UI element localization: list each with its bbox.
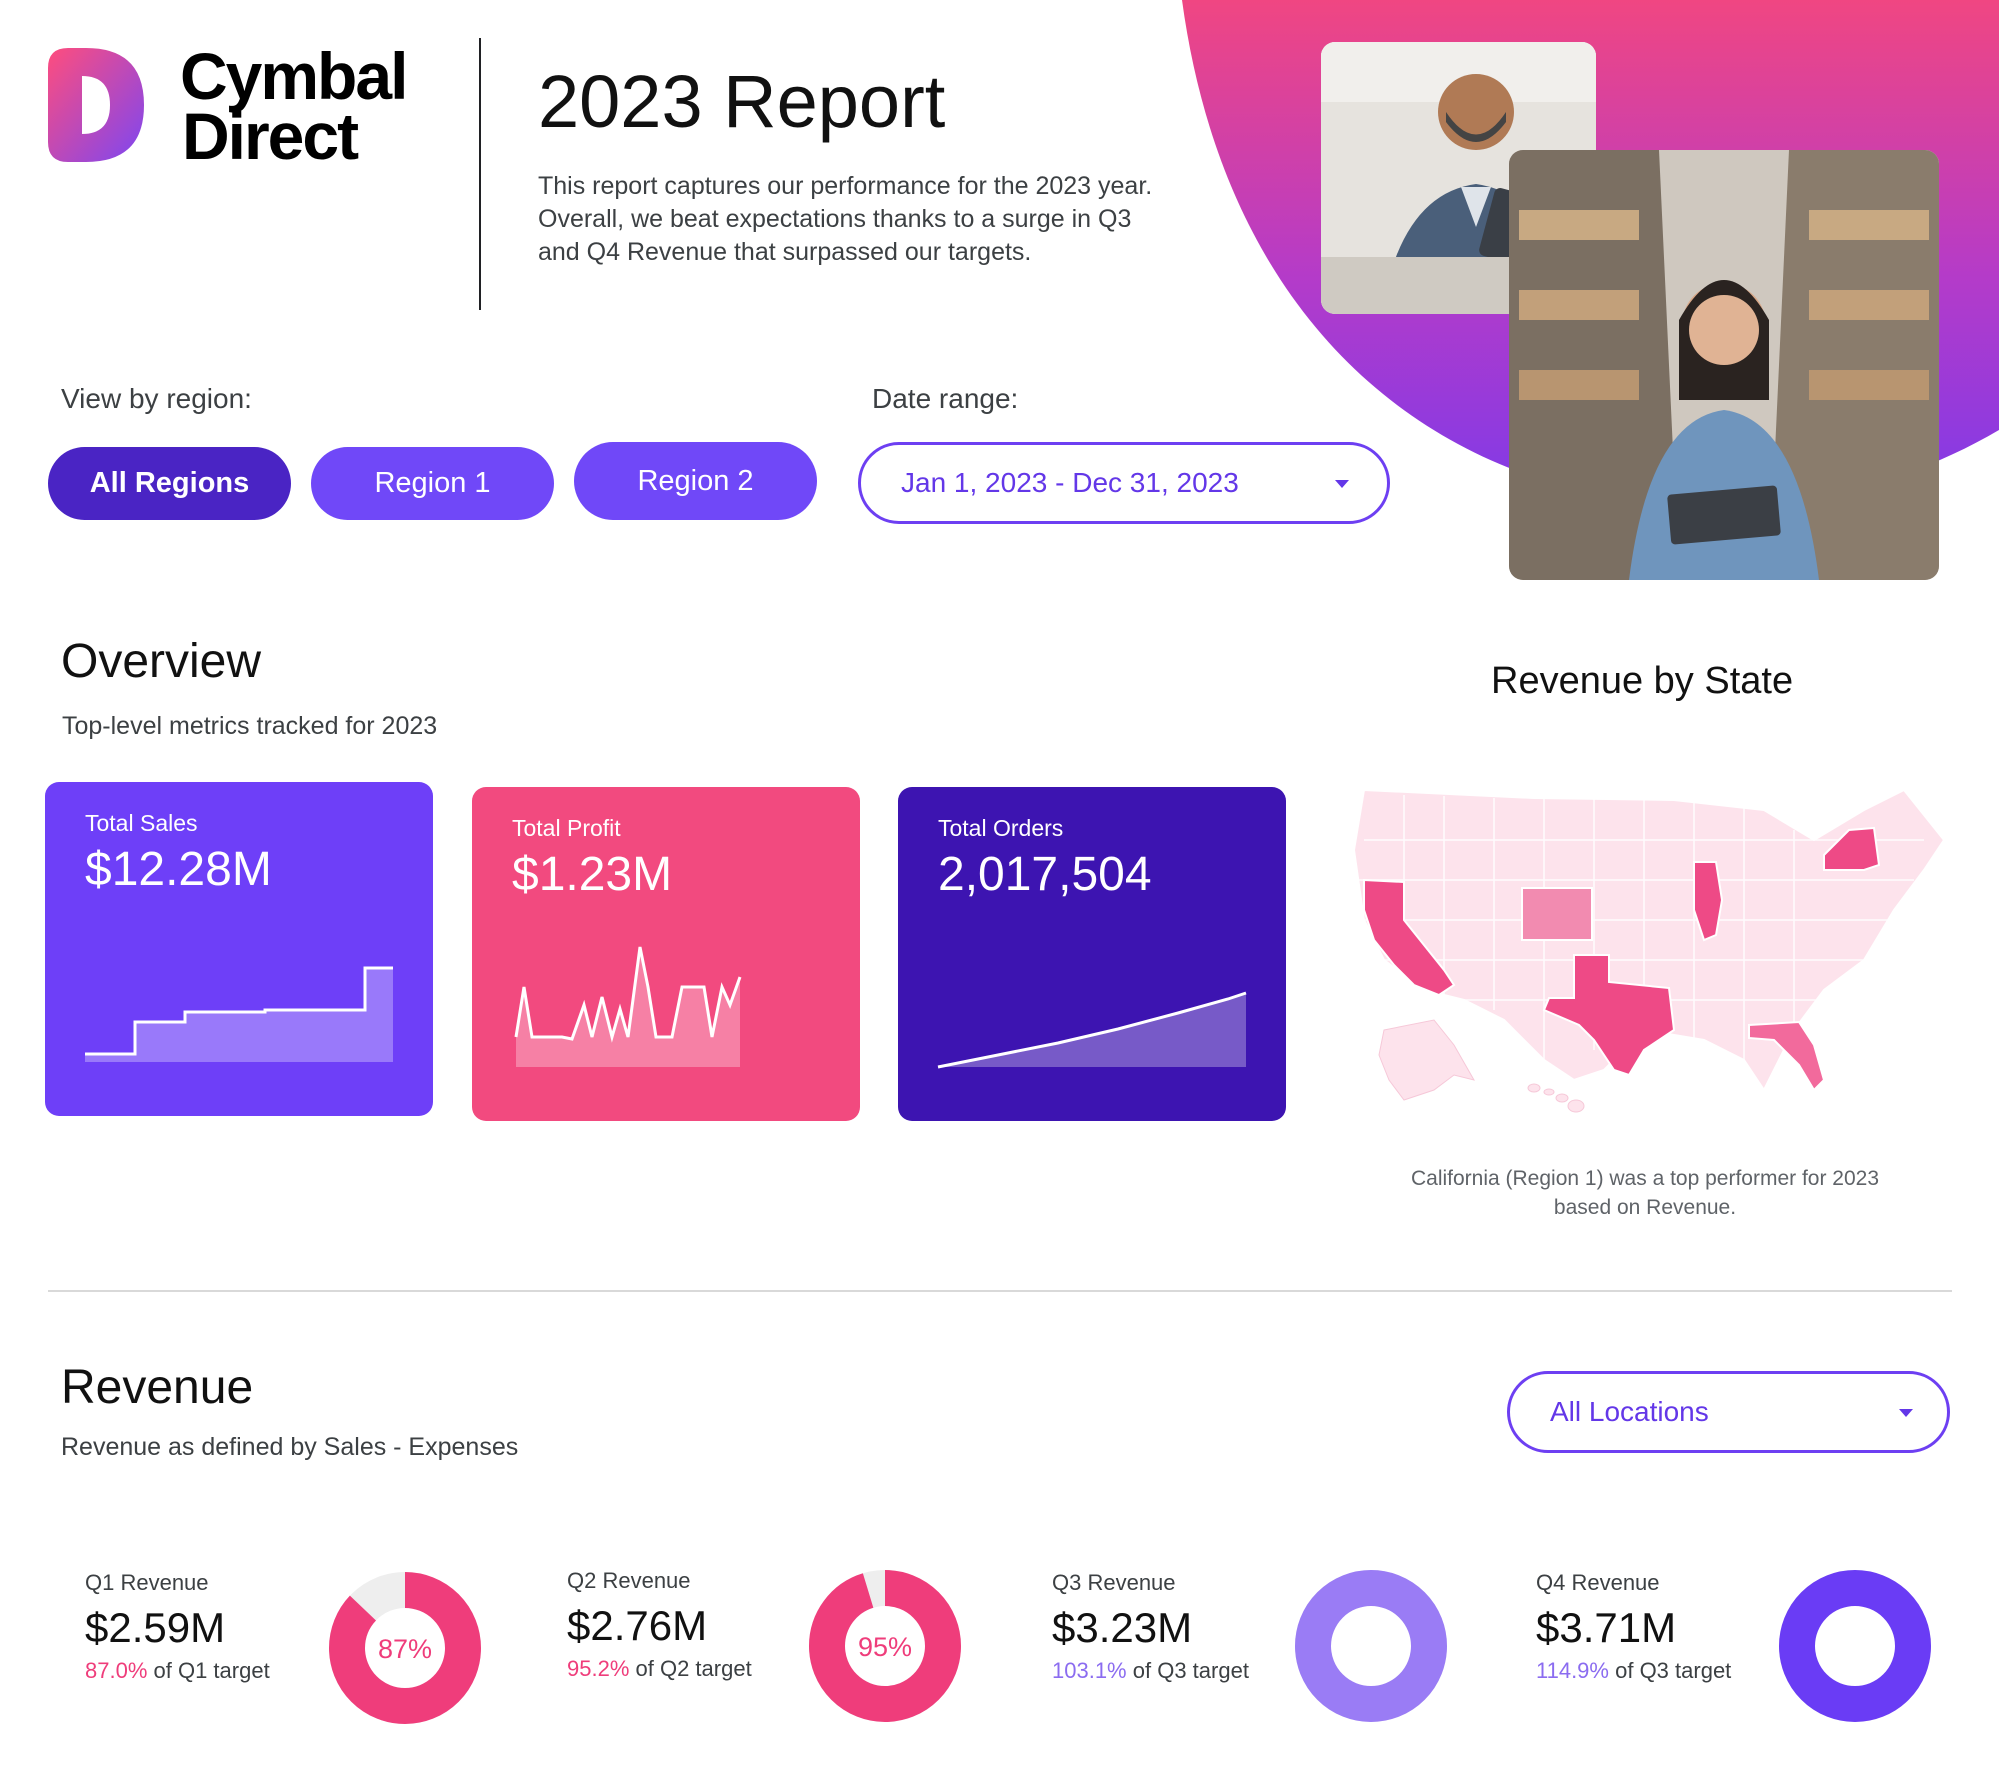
quarter-target-text: of Q2 target [635, 1656, 752, 1681]
location-select[interactable]: All Locations [1507, 1371, 1950, 1453]
donut-label: 87% [378, 1634, 432, 1664]
quarter-target-note: 95.2% of Q2 target [567, 1656, 752, 1682]
region-button-1[interactable]: Region 1 [311, 447, 554, 520]
location-value: All Locations [1550, 1396, 1709, 1427]
quarter-value: $2.59M [85, 1604, 226, 1651]
kpi-label: Total Sales [85, 810, 198, 836]
region-filter-label: View by region: [61, 383, 252, 414]
quarter-label: Q4 Revenue [1536, 1570, 1660, 1595]
map-note: California (Region 1) was a top performe… [1410, 1167, 1880, 1219]
quarter-label: Q3 Revenue [1052, 1570, 1176, 1595]
quarter-target-note: 103.1% of Q3 target [1052, 1658, 1249, 1684]
date-range-value: Jan 1, 2023 - Dec 31, 2023 [901, 467, 1239, 498]
quarter-value: $3.71M [1536, 1604, 1677, 1651]
quarter-label: Q1 Revenue [85, 1570, 209, 1595]
region-button-2[interactable]: Region 2 [574, 442, 817, 520]
quarter-q4: Q4 Revenue $3.71M 114.9% of Q3 target [1536, 1570, 1956, 1730]
state-california [1363, 878, 1456, 997]
page-title: 2023 Report [538, 60, 946, 143]
donut-label: 95% [858, 1632, 912, 1662]
quarter-label: Q2 Revenue [567, 1568, 691, 1593]
overview-subtitle: Top-level metrics tracked for 2023 [62, 712, 438, 740]
us-revenue-map [1352, 788, 1946, 1113]
chevron-down-icon [1899, 1409, 1913, 1417]
q1-donut: 87% [329, 1572, 481, 1724]
date-range-select[interactable]: Jan 1, 2023 - Dec 31, 2023 [858, 442, 1390, 524]
orders-sparkline [937, 991, 1247, 1069]
kpi-value: $12.28M [85, 843, 272, 896]
quarter-q1: Q1 Revenue $2.59M 87.0% of Q1 target [85, 1570, 505, 1730]
q3-donut: 103% [1295, 1570, 1447, 1722]
brand-name-line2: Direct [182, 99, 359, 173]
kpi-card-total-profit: Total Profit $1.23M [472, 787, 860, 1121]
map-title: Revenue by State [1491, 660, 1794, 702]
quarter-target-note: 87.0% of Q1 target [85, 1658, 270, 1684]
quarter-value: $2.76M [567, 1602, 708, 1649]
quarter-target-text: of Q3 target [1615, 1658, 1732, 1683]
state-texas [1542, 954, 1676, 1077]
kpi-card-total-sales: Total Sales $12.28M [45, 782, 433, 1116]
profit-sparkline [514, 946, 742, 1067]
region-button-all[interactable]: All Regions [48, 447, 291, 520]
header-divider [479, 38, 481, 310]
quarter-target-note: 114.9% of Q3 target [1536, 1658, 1731, 1684]
photo-warehouse-worker [1509, 150, 1939, 580]
overview-title: Overview [61, 635, 262, 688]
quarter-target-pct: 114.9% [1536, 1658, 1609, 1683]
quarter-target-text: of Q1 target [153, 1658, 270, 1683]
quarter-target-text: of Q3 target [1132, 1658, 1249, 1683]
quarter-target-pct: 103.1% [1052, 1658, 1127, 1683]
kpi-value: 2,017,504 [938, 848, 1152, 901]
revenue-title: Revenue [61, 1361, 254, 1414]
report-intro: This report captures our performance for… [538, 172, 1153, 266]
donut-arc [329, 1572, 481, 1724]
donut-label: 115% [1821, 1632, 1888, 1662]
revenue-subtitle: Revenue as defined by Sales - Expenses [61, 1433, 519, 1461]
cymbal-d-logo-icon [48, 48, 144, 162]
kpi-value: $1.23M [512, 848, 673, 901]
donut-arc [1779, 1570, 1931, 1722]
q2-donut: 95% [809, 1570, 961, 1722]
donut-arc [809, 1570, 961, 1722]
quarter-value: $3.23M [1052, 1604, 1193, 1651]
brand-name-line1: Cymbal [180, 39, 408, 113]
kpi-label: Total Orders [938, 815, 1064, 841]
chevron-down-icon [1335, 480, 1349, 488]
sales-sparkline [85, 966, 393, 1062]
quarter-q2: Q2 Revenue $2.76M 95.2% of Q2 target [567, 1568, 987, 1728]
kpi-card-total-orders: Total Orders 2,017,504 [898, 787, 1286, 1121]
quarter-target-pct: 95.2% [567, 1656, 630, 1681]
section-divider [48, 1290, 1952, 1292]
quarter-target-pct: 87.0% [85, 1658, 148, 1683]
kpi-label: Total Profit [512, 815, 621, 841]
donut-arc [1295, 1570, 1447, 1722]
date-range-label: Date range: [872, 383, 1019, 414]
quarter-q3: Q3 Revenue $3.23M 103.1% of Q3 target [1052, 1570, 1472, 1730]
donut-label: 103% [1336, 1632, 1405, 1662]
q4-donut: 115% [1779, 1570, 1931, 1722]
